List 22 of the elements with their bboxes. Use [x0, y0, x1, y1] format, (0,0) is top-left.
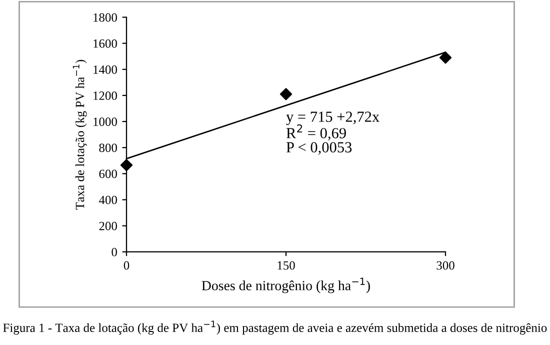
- text: Figura 1 - Taxa de lotação (kg de PV ha$^{−1}$) em pastagem de aveia e azevém submetida a doses de nitrogênio: [3, 320, 547, 335]
- y-tick-label: 1800: [94, 13, 117, 22]
- point: [280, 88, 292, 100]
- point: [120, 159, 133, 172]
- y-tick-label: 1200: [94, 91, 117, 100]
- y-axis-title: Taxa de lotação (kg PV ha$^{−1}$): [72, 60, 87, 210]
- annotation: P < 0,0053: [286, 142, 352, 155]
- y-tick-label: 1600: [94, 39, 117, 48]
- y-tick-label: 800: [99, 144, 117, 152]
- y-tick-label: 0: [112, 248, 117, 256]
- y-tick-label: 200: [99, 222, 117, 230]
- y-tick-label: 1400: [94, 65, 117, 74]
- y-tick-label: 600: [99, 170, 117, 178]
- x-tick-label: 300: [436, 261, 454, 270]
- x-axis-title: Doses de nitrogênio (kg ha$^{−1}$): [202, 278, 370, 294]
- y-tick-label: 1000: [94, 118, 117, 126]
- point: [439, 52, 452, 64]
- x-tick-label: 150: [278, 261, 295, 270]
- y-tick-label: 400: [98, 196, 117, 204]
- annotation: R$^{2}$ = 0,69: [286, 124, 346, 141]
- x-tick-label: 0: [124, 261, 130, 270]
- annotation: y = 715 +2,72x: [286, 112, 380, 126]
